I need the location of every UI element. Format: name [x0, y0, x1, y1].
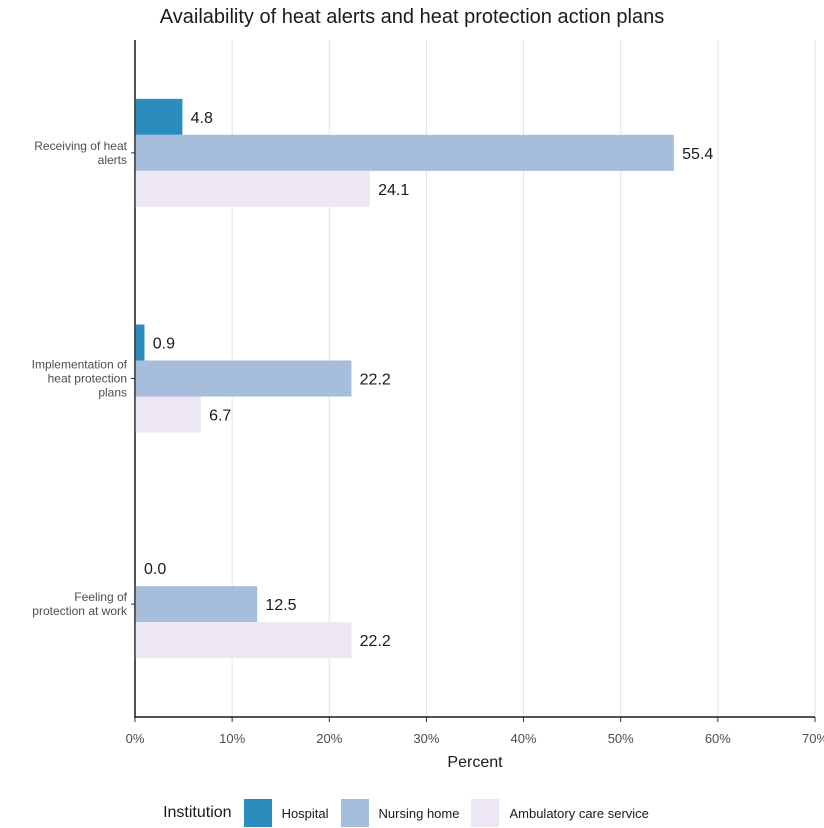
legend-item-nursing-home: Nursing home — [340, 799, 460, 827]
bar-nursing-home — [135, 586, 258, 623]
category-label: plans — [98, 386, 127, 400]
data-label: 0.9 — [153, 336, 175, 353]
legend-swatch-nursing-home — [340, 799, 369, 827]
x-tick-label: 0% — [126, 731, 145, 746]
data-label: 22.2 — [360, 633, 391, 650]
bar-ambulatory-care-service — [135, 622, 352, 659]
x-axis-title: Percent — [447, 754, 503, 771]
legend-label-nursing-home: Nursing home — [378, 805, 460, 821]
chart-title: Availability of heat alerts and heat pro… — [159, 6, 665, 28]
bar-ambulatory-care-service — [135, 170, 370, 207]
legend-item-hospital: Hospital — [243, 799, 329, 827]
data-label: 55.4 — [682, 146, 713, 163]
legend: Institution Hospital Nursing home Ambula… — [0, 798, 824, 828]
bar-chart: 0% 10% 20% 30% 40% 50% 60% 70% Percent Receiving … — [32, 40, 824, 771]
x-tick-label: 20% — [316, 731, 342, 746]
category-label: Feeling of — [74, 590, 127, 604]
category-label: Receiving of heat — [34, 139, 127, 153]
data-label: 0.0 — [144, 561, 166, 578]
category-label: heat protection — [48, 372, 127, 386]
data-label: 22.2 — [360, 372, 391, 389]
x-tick-label: 40% — [511, 731, 537, 746]
data-label: 12.5 — [265, 597, 296, 614]
x-tick-label: 10% — [219, 731, 245, 746]
legend-title: Institution — [163, 804, 232, 821]
x-tick-label: 70% — [802, 731, 824, 746]
data-label: 24.1 — [378, 182, 409, 199]
legend-item-ambulatory-care: Ambulatory care service — [471, 799, 649, 827]
legend-swatch-hospital — [243, 799, 272, 827]
bar-ambulatory-care-service — [135, 396, 201, 433]
x-tick-label: 30% — [413, 731, 439, 746]
bar-hospital — [135, 98, 183, 135]
bar-hospital — [135, 324, 145, 361]
category-label: Implementation of — [32, 358, 128, 372]
x-tick-label: 60% — [705, 731, 731, 746]
bar-nursing-home — [135, 360, 352, 397]
data-label: 6.7 — [209, 408, 231, 425]
legend-swatch-ambulatory-care — [471, 799, 500, 827]
bar-nursing-home — [135, 134, 674, 171]
category-label: protection at work — [32, 604, 128, 618]
legend-label-ambulatory-care: Ambulatory care service — [509, 805, 649, 821]
category-label: alerts — [98, 153, 127, 167]
x-tick-label: 50% — [608, 731, 634, 746]
legend-label-hospital: Hospital — [281, 805, 329, 821]
data-label: 4.8 — [191, 110, 213, 127]
